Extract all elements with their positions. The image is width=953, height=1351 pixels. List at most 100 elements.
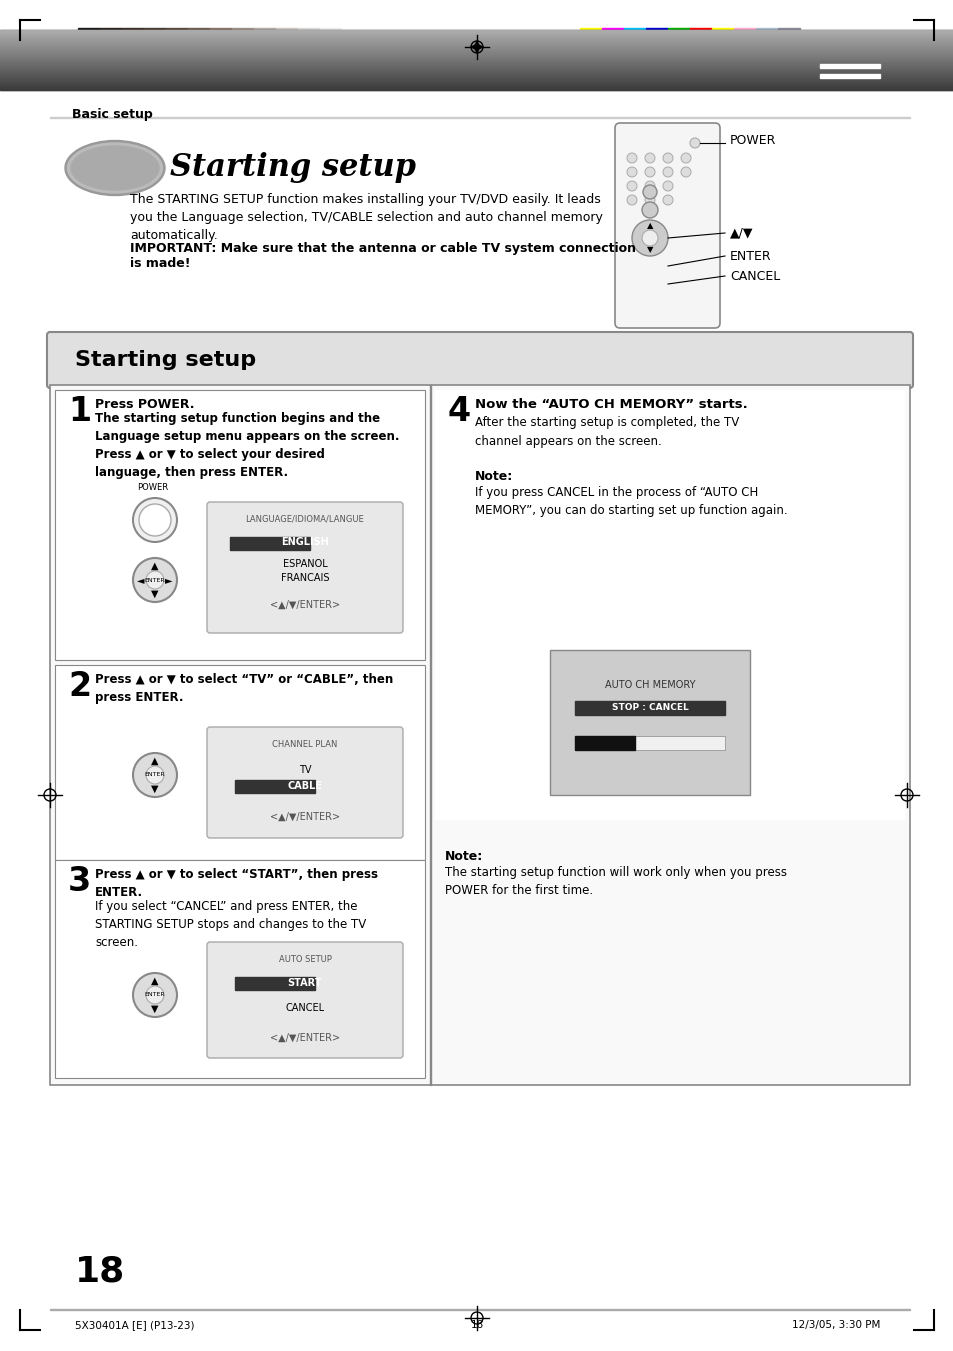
Ellipse shape <box>71 146 159 190</box>
Text: AUTO SETUP: AUTO SETUP <box>278 955 331 965</box>
Bar <box>0 84 953 86</box>
Bar <box>122 28 144 66</box>
Text: POWER: POWER <box>137 484 168 492</box>
Text: 18: 18 <box>470 1320 483 1329</box>
Circle shape <box>626 168 637 177</box>
Circle shape <box>626 195 637 205</box>
Text: The starting setup function will work only when you press
POWER for the first ti: The starting setup function will work on… <box>444 866 786 897</box>
Text: CANCEL: CANCEL <box>729 269 780 282</box>
Text: 3: 3 <box>68 865 91 898</box>
Bar <box>0 86 953 88</box>
Circle shape <box>641 203 658 218</box>
Bar <box>341 28 364 66</box>
Bar <box>0 72 953 74</box>
Text: Starting setup: Starting setup <box>75 350 255 370</box>
Bar <box>0 51 953 54</box>
Text: 2: 2 <box>68 670 91 703</box>
Bar <box>55 861 424 1078</box>
Bar <box>232 28 253 66</box>
Bar <box>575 736 635 750</box>
Text: ESPANOL: ESPANOL <box>282 559 327 569</box>
Text: Press POWER.: Press POWER. <box>95 399 194 411</box>
Text: ▲: ▲ <box>152 561 158 571</box>
Bar <box>55 665 424 861</box>
Text: 12/3/05, 3:30 PM: 12/3/05, 3:30 PM <box>791 1320 879 1329</box>
Text: STOP : CANCEL: STOP : CANCEL <box>611 704 688 712</box>
Text: ENTER: ENTER <box>145 577 165 582</box>
Text: The STARTING SETUP function makes installing your TV/DVD easily. It leads
you th: The STARTING SETUP function makes instal… <box>130 193 602 242</box>
Bar <box>645 28 667 66</box>
Text: ENTER: ENTER <box>729 250 771 262</box>
Circle shape <box>662 153 672 163</box>
Bar <box>0 62 953 63</box>
Bar <box>733 28 755 66</box>
Bar <box>623 28 645 66</box>
Circle shape <box>680 168 690 177</box>
Bar <box>275 28 297 66</box>
Bar <box>820 63 879 68</box>
Circle shape <box>644 195 655 205</box>
Circle shape <box>132 558 177 603</box>
Bar <box>0 80 953 82</box>
Text: Note:: Note: <box>444 850 483 863</box>
Bar <box>755 28 778 66</box>
Bar <box>0 30 953 91</box>
Text: 5X30401A [E] (P13-23): 5X30401A [E] (P13-23) <box>75 1320 194 1329</box>
Bar <box>297 28 319 66</box>
Circle shape <box>132 973 177 1017</box>
Bar <box>166 28 188 66</box>
Circle shape <box>132 499 177 542</box>
Bar <box>234 780 314 793</box>
Circle shape <box>680 153 690 163</box>
Text: IMPORTANT: Make sure that the antenna or cable TV system connection: IMPORTANT: Make sure that the antenna or… <box>130 242 636 255</box>
Text: START: START <box>288 978 322 988</box>
FancyBboxPatch shape <box>615 123 720 328</box>
Circle shape <box>644 153 655 163</box>
Bar <box>0 38 953 41</box>
Bar <box>711 28 733 66</box>
Text: Basic setup: Basic setup <box>71 108 152 122</box>
Circle shape <box>689 138 700 149</box>
Bar <box>0 50 953 51</box>
Text: ENGLISH: ENGLISH <box>281 536 329 547</box>
Bar <box>575 701 724 715</box>
Text: <▲/▼/ENTER>: <▲/▼/ENTER> <box>270 600 339 611</box>
Bar <box>234 977 314 990</box>
Text: Press ▲ or ▼ to select “TV” or “CABLE”, then
press ENTER.: Press ▲ or ▼ to select “TV” or “CABLE”, … <box>95 673 393 704</box>
Text: CHANNEL PLAN: CHANNEL PLAN <box>272 740 337 748</box>
Bar <box>0 82 953 84</box>
Circle shape <box>662 195 672 205</box>
Bar <box>0 36 953 38</box>
Text: The starting setup function begins and the
Language setup menu appears on the sc: The starting setup function begins and t… <box>95 412 399 480</box>
Text: ▲: ▲ <box>152 975 158 986</box>
Text: Note:: Note: <box>475 470 513 484</box>
Circle shape <box>626 153 637 163</box>
Circle shape <box>626 181 637 190</box>
Circle shape <box>631 220 667 255</box>
Bar <box>100 28 122 66</box>
Bar <box>0 59 953 62</box>
Bar <box>0 55 953 58</box>
Bar <box>0 78 953 80</box>
Text: ▲/▼: ▲/▼ <box>729 227 753 239</box>
Bar <box>188 28 210 66</box>
Bar <box>0 30 953 32</box>
Text: ▲: ▲ <box>646 222 653 231</box>
Ellipse shape <box>65 141 165 196</box>
Bar <box>78 28 100 66</box>
Bar <box>50 116 909 118</box>
Bar <box>210 28 232 66</box>
Bar <box>0 49 953 50</box>
Circle shape <box>146 571 164 589</box>
Circle shape <box>146 766 164 784</box>
Bar <box>667 28 689 66</box>
Text: Now the “AUTO CH MEMORY” starts.: Now the “AUTO CH MEMORY” starts. <box>475 399 747 411</box>
Text: TV: TV <box>298 765 311 775</box>
Text: ▼: ▼ <box>152 589 158 598</box>
Bar <box>230 536 310 550</box>
Text: FRANCAIS: FRANCAIS <box>280 573 329 584</box>
Text: 18: 18 <box>75 1255 125 1289</box>
Text: If you press CANCEL in the process of “AUTO CH
MEMORY”, you can do starting set : If you press CANCEL in the process of “A… <box>475 486 787 517</box>
FancyBboxPatch shape <box>207 942 402 1058</box>
Text: ▼: ▼ <box>152 1004 158 1015</box>
